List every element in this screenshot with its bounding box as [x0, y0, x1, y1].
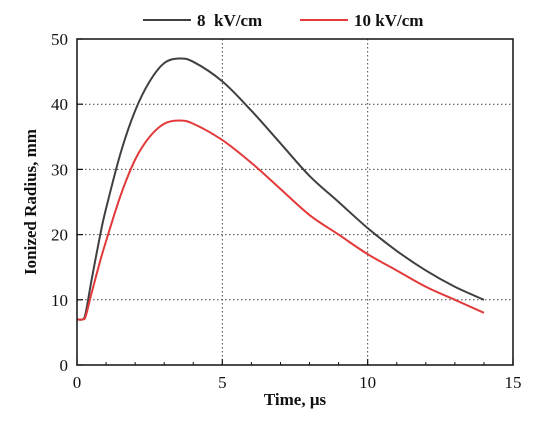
- y-tick-label: 30: [51, 160, 68, 179]
- y-tick-label: 50: [51, 30, 68, 49]
- legend: 8 kV/cm 10 kV/cm: [143, 11, 423, 30]
- axis-ticks: 0 5 10 15 0 10 20 30 40 50: [51, 30, 522, 392]
- plot-frame: [76, 38, 514, 366]
- y-tick-label: 0: [60, 356, 69, 375]
- x-tick-label: 15: [505, 373, 522, 392]
- legend-label-2: 10 kV/cm: [354, 11, 423, 30]
- x-tick-label: 0: [73, 373, 82, 392]
- series-line-2: [76, 119, 485, 321]
- y-tick-label: 20: [51, 226, 68, 245]
- y-tick-label: 40: [51, 95, 68, 114]
- legend-label-1: 8 kV/cm: [197, 11, 262, 30]
- grid-lines: [77, 39, 513, 365]
- series-line-1: [76, 57, 485, 321]
- x-tick-label: 10: [359, 373, 376, 392]
- series-lines: [76, 57, 485, 321]
- y-tick-label: 10: [51, 291, 68, 310]
- x-axis-label: Time, μs: [264, 390, 327, 409]
- y-axis-label: Ionized Radius, mm: [21, 129, 40, 275]
- x-tick-label: 5: [218, 373, 227, 392]
